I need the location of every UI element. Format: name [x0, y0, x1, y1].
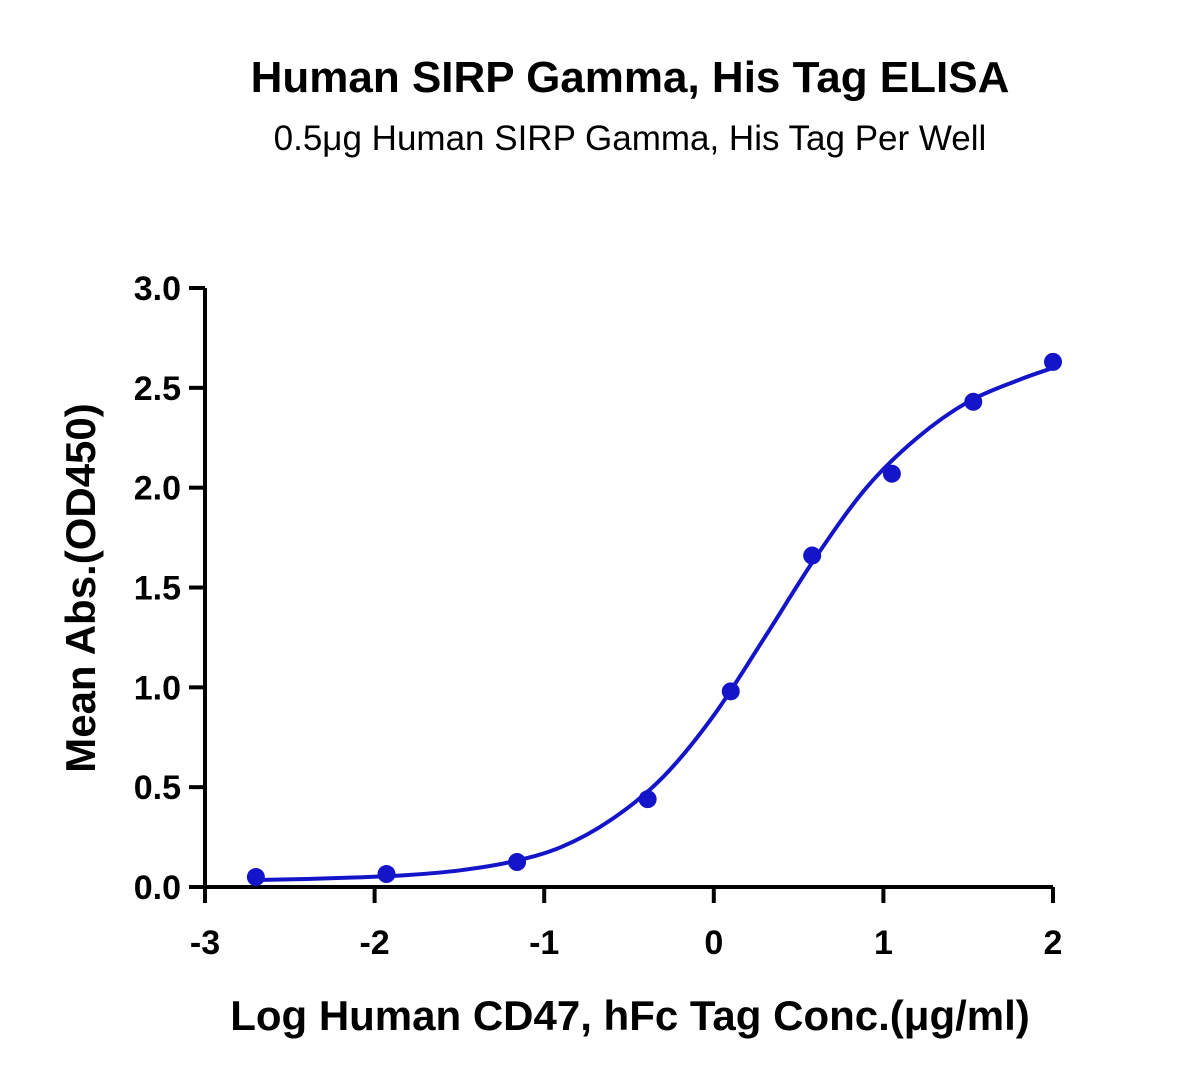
- ticks: -3 -2 -1 0 1 2 0.0 0.5 1.0 1.5 2.0 2.5 3.0: [134, 270, 1063, 962]
- x-tick-label: -1: [529, 924, 559, 962]
- x-tick-label: 0: [704, 924, 723, 962]
- data-point: [638, 790, 657, 809]
- data-point: [377, 865, 396, 884]
- data-point: [508, 853, 527, 872]
- y-tick-label: 2.0: [134, 470, 181, 508]
- data-point: [1044, 352, 1062, 371]
- y-tick-label: 1.0: [134, 669, 181, 707]
- x-tick-label: -2: [359, 924, 389, 962]
- y-tick-label: 2.5: [134, 370, 181, 408]
- fit-curve: [255, 365, 1054, 883]
- x-axis-label: Log Human CD47, hFc Tag Conc.(μg/ml): [230, 992, 1030, 1039]
- data-point: [882, 464, 901, 483]
- y-tick-label: 0.5: [134, 769, 181, 807]
- y-tick-label: 0.0: [134, 869, 181, 907]
- data-point: [246, 868, 265, 887]
- x-tick-label: -3: [190, 924, 220, 962]
- x-tick-label: 1: [874, 924, 893, 962]
- data-point: [721, 682, 740, 701]
- axes: [203, 288, 1053, 889]
- data-points: [246, 352, 1062, 887]
- y-tick-label: 3.0: [134, 270, 181, 308]
- chart-title: Human SIRP Gamma, His Tag ELISA: [251, 53, 1010, 102]
- x-tick-label: 2: [1044, 924, 1063, 962]
- data-point: [964, 392, 983, 411]
- fit-curve-group: [255, 365, 1054, 883]
- chart-subtitle: 0.5μg Human SIRP Gamma, His Tag Per Well: [274, 119, 987, 158]
- y-axis-label: Mean Abs.(OD450): [57, 403, 104, 773]
- data-point: [803, 546, 822, 565]
- y-tick-label: 1.5: [134, 570, 181, 608]
